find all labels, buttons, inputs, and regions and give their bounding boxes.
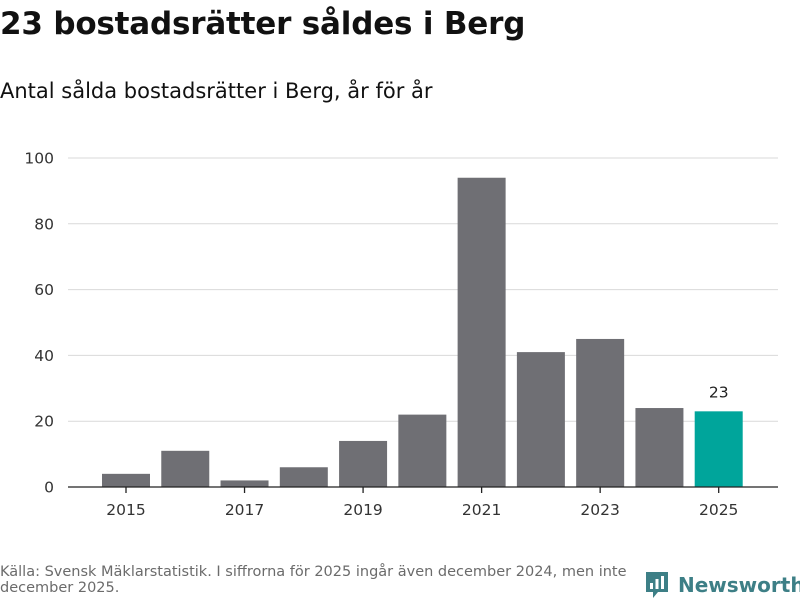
axes <box>68 486 778 493</box>
x-tick-label: 2025 <box>699 501 738 519</box>
y-tick-label: 80 <box>34 215 54 233</box>
bar-2023 <box>576 338 625 487</box>
x-tick-label: 2021 <box>462 501 501 519</box>
chart-subtitle: Antal sålda bostadsrätter i Berg, år för… <box>0 79 433 103</box>
bar-2017 <box>220 480 269 487</box>
x-tick-label: 2023 <box>580 501 619 519</box>
bar-2015 <box>102 473 150 487</box>
bar-2019 <box>339 440 388 487</box>
x-tick-label: 2017 <box>225 501 264 519</box>
labels: 0 20 40 60 80 100 2015 2017 2019 2021 2023 2025 23 <box>24 150 738 520</box>
bar-2020 <box>398 414 447 487</box>
bar-2021 <box>457 177 506 488</box>
newsworthy-logo-icon <box>646 572 668 598</box>
bar-2025 <box>694 411 743 487</box>
x-tick-label: 2015 <box>106 501 145 519</box>
chart-title: 23 bostadsrätter såldes i Berg <box>0 6 526 42</box>
y-tick-label: 20 <box>34 413 54 431</box>
source-note: Källa: Svensk Mäklarstatistik. I siffror… <box>0 564 627 596</box>
y-tick-label: 0 <box>44 479 54 497</box>
bar-chart: 0 20 40 60 80 100 2015 2017 2019 2021 2023 2025 23 <box>24 150 778 520</box>
brand-logo: Newsworthy <box>644 570 800 600</box>
bars <box>102 177 743 488</box>
bar-2024 <box>635 408 684 487</box>
bar-2018 <box>279 467 328 487</box>
grid-lines <box>68 157 778 422</box>
y-tick-label: 100 <box>24 150 54 168</box>
y-tick-label: 60 <box>34 281 54 299</box>
bar-2022 <box>516 352 565 487</box>
x-tick-label: 2019 <box>343 501 382 519</box>
bar-2016 <box>161 450 210 487</box>
data-label-2025: 23 <box>709 383 729 401</box>
brand-name: Newsworthy <box>678 573 800 597</box>
y-tick-label: 40 <box>34 347 54 365</box>
